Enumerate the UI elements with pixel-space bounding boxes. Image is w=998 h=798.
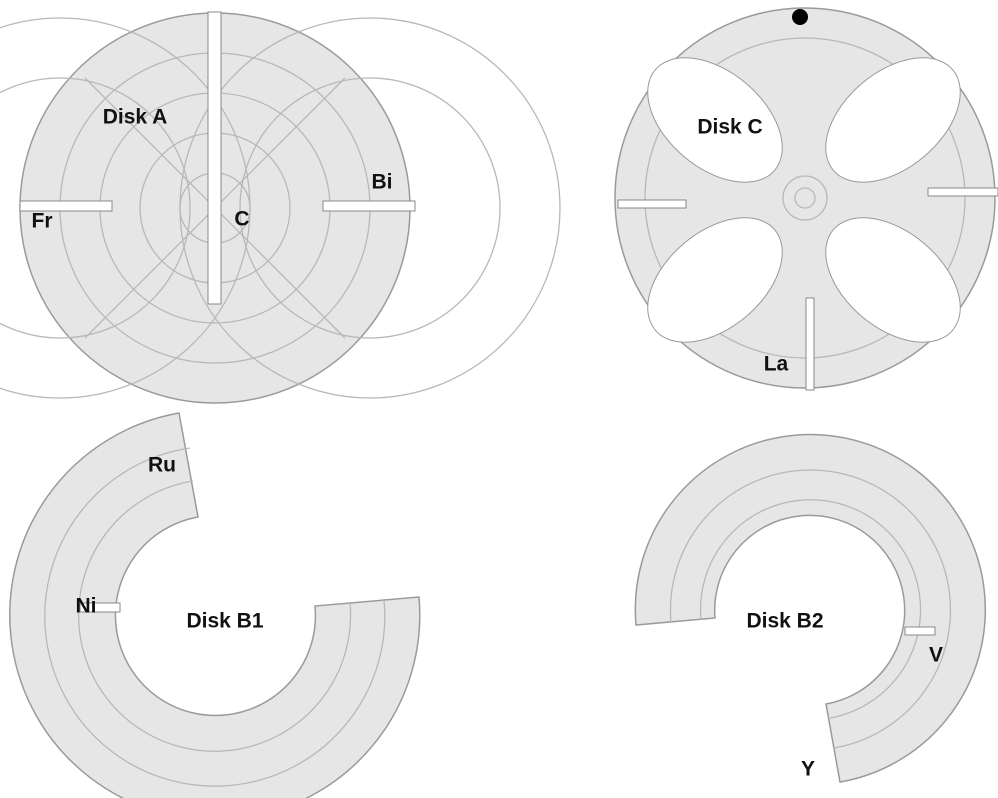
disk-label: C (234, 208, 249, 231)
disk-label: Y (801, 758, 815, 781)
disk-label: Bi (372, 171, 393, 194)
disk-title: Disk B2 (746, 610, 823, 633)
disk-c (614, 7, 998, 391)
disk-label: Ru (148, 454, 176, 477)
disk-label: V (929, 644, 943, 667)
disk-a (0, 11, 561, 404)
disk-label: Fr (32, 210, 53, 233)
disk-title: Disk A (103, 106, 168, 129)
disk-title: Disk C (697, 116, 762, 139)
disk-b2 (634, 433, 987, 783)
disk-label: Ni (76, 595, 97, 618)
disk-b1 (9, 412, 421, 798)
disk-label: La (764, 353, 789, 376)
disk-title: Disk B1 (186, 610, 263, 633)
